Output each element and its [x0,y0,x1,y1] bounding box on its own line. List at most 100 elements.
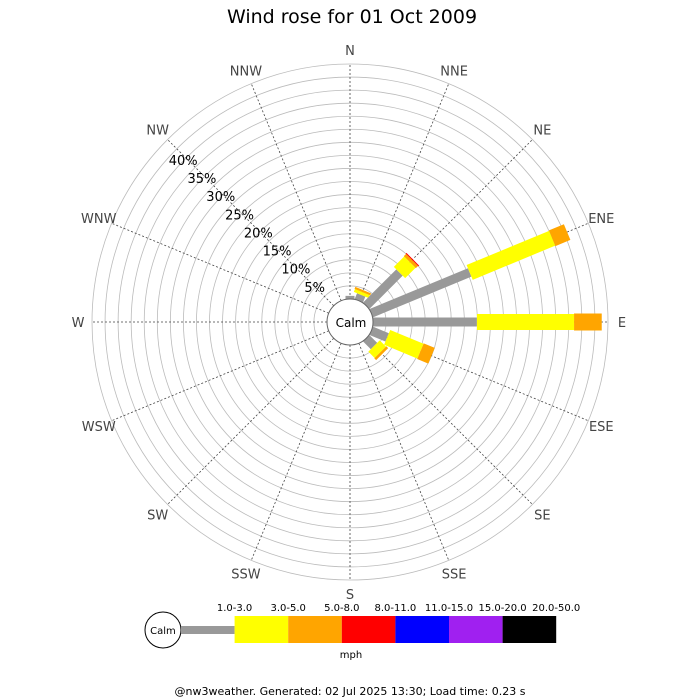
speed-legend: Calm 1.0-3.0 3.0-5.0 5.0-8.0 8.0-11.0 11.0-1… [144,603,580,661]
legend-swatch-4 [341,616,396,643]
spoke-nnw [250,83,342,301]
radial-tick-label: 30% [206,190,235,205]
bar-e-bin-3 [574,313,602,331]
spoke-nw [167,139,335,307]
radial-tick-labels: 5% 10% 15% 20% 25% 30% 35% 40% [169,154,325,296]
spoke-nne [358,83,450,301]
bar-segment [574,313,602,331]
bar-segment [353,289,370,299]
direction-label-nnw: NNW [230,65,262,80]
chart-title: Wind rose for 01 Oct 2009 [227,6,477,28]
bar-ese-bin-1 [369,326,389,342]
bar-segment [393,256,416,279]
bar-nne-bin-2 [353,289,370,299]
direction-label-wsw: WSW [82,420,116,435]
bar-segment [354,286,372,296]
spoke-wsw [111,330,329,422]
radial-tick-label: 20% [244,226,273,241]
spoke-wnw [111,222,329,314]
direction-label-s: S [346,588,354,603]
direction-label-se: SE [534,508,550,523]
legend-bin-label: 3.0-5.0 [270,603,305,614]
radial-tick-label: 10% [281,263,310,278]
spoke-sse [358,343,450,561]
radial-tick-label: 40% [169,154,198,169]
bar-nne-bin-1 [354,293,366,303]
direction-spokes [92,64,608,580]
calm-label: Calm [336,316,367,330]
bar-segment [374,346,389,361]
direction-label-ne: NE [533,124,551,139]
bar-segment [373,317,477,327]
legend-swatch-1 [181,626,235,634]
spoke-sw [167,337,335,505]
direction-label-ene: ENE [588,212,614,227]
bar-ne-bin-4 [405,252,420,267]
legend-swatch-7 [502,616,557,643]
legend-bin-label: 5.0-8.0 [324,603,359,614]
bar-ne-bin-1 [363,269,403,309]
bar-segment [369,326,389,342]
bar-segment [354,293,366,303]
bar-ne-bin-2 [393,256,416,279]
calm-circle [326,298,374,346]
bar-segment [369,268,472,318]
bar-e-bin-2 [476,314,575,330]
spoke-ssw [250,343,342,561]
legend-swatch-3 [288,616,342,643]
radial-tick-label: 25% [225,208,254,223]
direction-label-e: E [618,316,626,331]
bar-segment [466,230,556,280]
direction-label-sse: SSE [442,567,467,582]
bar-segment [417,343,435,364]
radial-tick-label: 35% [188,172,217,187]
radial-tick-label: 5% [304,281,325,296]
bar-ese-bin-3 [417,343,435,364]
footer-text: @nw3weather. Generated: 02 Jul 2025 13:3… [175,685,526,698]
bar-e-bin-1 [373,317,477,327]
bar-se-bin-3 [374,346,389,361]
bar-ene-bin-2 [466,230,556,280]
bar-segment [368,340,386,358]
legend-unit-label: mph [340,650,362,661]
bar-ese-bin-2 [384,330,424,359]
bar-segment [345,295,355,299]
legend-swatch-5 [395,616,449,643]
legend-bin-label: 11.0-15.0 [425,603,473,614]
wind-bars [345,224,602,364]
direction-label-nw: NW [146,124,169,139]
legend-bin-label: 1.0-3.0 [217,603,252,614]
bar-segment [363,269,403,309]
bar-segment [548,224,571,247]
bar-ene-bin-3 [548,224,571,247]
direction-label-ssw: SSW [231,567,261,582]
bar-segment [476,314,575,330]
bar-se-bin-2 [368,340,386,358]
direction-label-nne: NNE [440,65,468,80]
legend-bins: 1.0-3.0 3.0-5.0 5.0-8.0 8.0-11.0 11.0-15.0 15… [181,603,580,643]
legend-bin-label: 15.0-20.0 [479,603,527,614]
spoke-se [365,337,533,505]
bar-n-bin-1 [345,295,355,299]
legend-swatch-6 [449,616,503,643]
direction-label-sw: SW [147,508,168,523]
legend-calm-label: Calm [150,626,176,637]
direction-label-ese: ESE [589,420,614,435]
legend-bin-label: 20.0-50.0 [532,603,580,614]
direction-label-w: W [72,316,85,331]
bar-segment [384,330,424,359]
bar-ene-bin-1 [369,268,472,318]
legend-swatch-2 [234,616,289,643]
bar-ne-bin-3 [403,253,419,269]
bar-nne-bin-3 [354,286,372,296]
direction-labels: N NNE NE ENE E ESE SE SSE S SSW SW WSW W WNW NW NNW [72,44,627,603]
legend-bin-label: 8.0-11.0 [375,603,417,614]
spoke-ne [365,139,533,307]
direction-label-n: N [345,44,355,59]
direction-label-wnw: WNW [81,212,117,227]
grid-ring [91,63,609,581]
spoke-ese [371,330,589,422]
bar-segment [405,252,420,267]
